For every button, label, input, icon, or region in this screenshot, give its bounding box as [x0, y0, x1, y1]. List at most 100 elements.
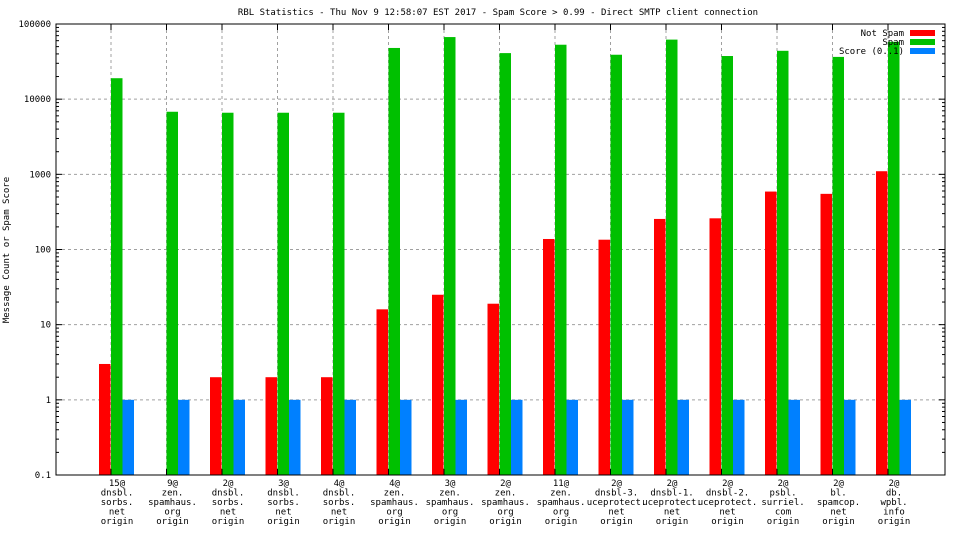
x-tick-label: origin: [489, 517, 522, 527]
x-tick-label: org: [553, 508, 569, 518]
x-tick-label: spamhaus.: [426, 498, 475, 508]
bar-score-0-1: [178, 399, 190, 475]
x-tick-label: org: [164, 508, 180, 518]
x-tick-label: origin: [767, 517, 800, 527]
x-tick-label: info: [883, 508, 905, 518]
x-tick-label: 4@: [334, 479, 345, 489]
x-tick-label: org: [497, 508, 513, 518]
x-tick-label: wpbl.: [880, 498, 907, 508]
bar-not-spam: [709, 218, 721, 475]
bar-score-0-1: [844, 399, 856, 475]
x-tick-label: 4@: [389, 479, 400, 489]
legend-label: Score (0..1): [839, 47, 904, 57]
x-labels: 15@dnsbl.sorbs.netorigin9@zen.spamhaus.o…: [101, 479, 911, 527]
x-tick-label: uceprotect.: [642, 498, 702, 508]
x-tick-label: origin: [212, 517, 245, 527]
x-tick-label: dnsbl.: [212, 489, 245, 499]
x-tick-label: bl.: [830, 489, 846, 499]
x-tick-label: org: [442, 508, 458, 518]
x-tick-label: spamhaus.: [148, 498, 197, 508]
x-tick-label: 9@: [167, 479, 178, 489]
chart-title: RBL Statistics - Thu Nov 9 12:58:07 EST …: [238, 8, 758, 18]
x-tick-label: uceprotect.: [587, 498, 647, 508]
x-tick-label: 15@: [109, 479, 126, 489]
y-tick-label: 1000: [29, 170, 51, 180]
bar-spam: [111, 78, 123, 475]
x-tick-label: net: [719, 508, 735, 518]
x-tick-label: origin: [878, 517, 911, 527]
x-tick-label: origin: [545, 517, 578, 527]
bar-score-0-1: [733, 399, 745, 475]
x-tick-label: net: [275, 508, 291, 518]
x-tick-label: spamcop.: [817, 498, 860, 508]
bar-score-0-1: [344, 399, 356, 475]
bar-not-spam: [99, 363, 111, 475]
bar-not-spam: [265, 377, 277, 475]
bar-score-0-1: [122, 399, 134, 475]
bar-spam: [444, 37, 456, 476]
x-tick-label: 2@: [778, 479, 789, 489]
legend-label: Spam: [882, 38, 904, 48]
bar-score-0-1: [400, 399, 412, 475]
x-tick-label: origin: [434, 517, 467, 527]
x-tick-label: dnsbl.: [101, 489, 134, 499]
x-tick-label: sorbs.: [267, 498, 300, 508]
y-tick-label: 100000: [18, 20, 51, 30]
bar-score-0-1: [455, 399, 467, 475]
y-tick-label: 0.1: [35, 471, 51, 481]
bar-spam: [666, 39, 678, 475]
legend-swatch: [910, 39, 935, 45]
bar-spam: [888, 41, 900, 476]
bar-not-spam: [654, 218, 666, 476]
x-tick-label: 2@: [833, 479, 844, 489]
bar-score-0-1: [511, 399, 523, 475]
x-tick-label: net: [830, 508, 846, 518]
x-tick-label: uceprotect.: [698, 498, 758, 508]
bar-score-0-1: [899, 399, 911, 475]
x-tick-label: zen.: [439, 489, 461, 499]
bar-spam: [777, 50, 789, 475]
bar-not-spam: [321, 377, 333, 475]
x-tick-label: 11@: [553, 479, 570, 489]
x-tick-label: origin: [822, 517, 855, 527]
bar-score-0-1: [233, 399, 245, 475]
x-tick-label: dnsbl-2.: [706, 489, 749, 499]
bar-not-spam: [210, 377, 222, 475]
x-tick-label: 2@: [611, 479, 622, 489]
bar-score-0-1: [788, 399, 800, 475]
bar-not-spam: [876, 171, 888, 475]
x-tick-label: 2@: [889, 479, 900, 489]
x-tick-label: net: [220, 508, 236, 518]
x-tick-label: net: [109, 508, 125, 518]
x-tick-label: 3@: [445, 479, 456, 489]
bar-spam: [499, 53, 511, 476]
x-tick-label: zen.: [384, 489, 406, 499]
bar-spam: [277, 112, 289, 475]
x-tick-label: psbl.: [769, 489, 796, 499]
bar-score-0-1: [677, 399, 689, 475]
x-tick-label: origin: [267, 517, 300, 527]
x-tick-label: origin: [656, 517, 689, 527]
bar-score-0-1: [622, 399, 634, 475]
y-tick-label: 1: [46, 396, 51, 406]
bar-spam: [610, 54, 622, 475]
x-tick-label: dnsbl.: [267, 489, 300, 499]
bar-spam: [166, 111, 178, 476]
x-tick-label: net: [331, 508, 347, 518]
x-tick-label: spamhaus.: [481, 498, 530, 508]
x-tick-label: 2@: [667, 479, 678, 489]
x-tick-label: zen.: [162, 489, 184, 499]
x-tick-label: sorbs.: [101, 498, 134, 508]
x-tick-label: 2@: [722, 479, 733, 489]
legend-swatch: [910, 48, 935, 54]
bar-not-spam: [376, 309, 388, 475]
x-tick-label: origin: [378, 517, 411, 527]
y-ticks: 100000 10000 1000 100 10 1 0.1: [18, 20, 945, 481]
bar-not-spam: [820, 193, 832, 475]
bar-not-spam: [432, 294, 444, 475]
legend-label: Not Spam: [861, 29, 904, 39]
x-tick-label: origin: [323, 517, 356, 527]
y-tick-label: 10000: [24, 95, 51, 105]
bar-spam: [222, 112, 234, 475]
bar-spam: [832, 56, 844, 475]
